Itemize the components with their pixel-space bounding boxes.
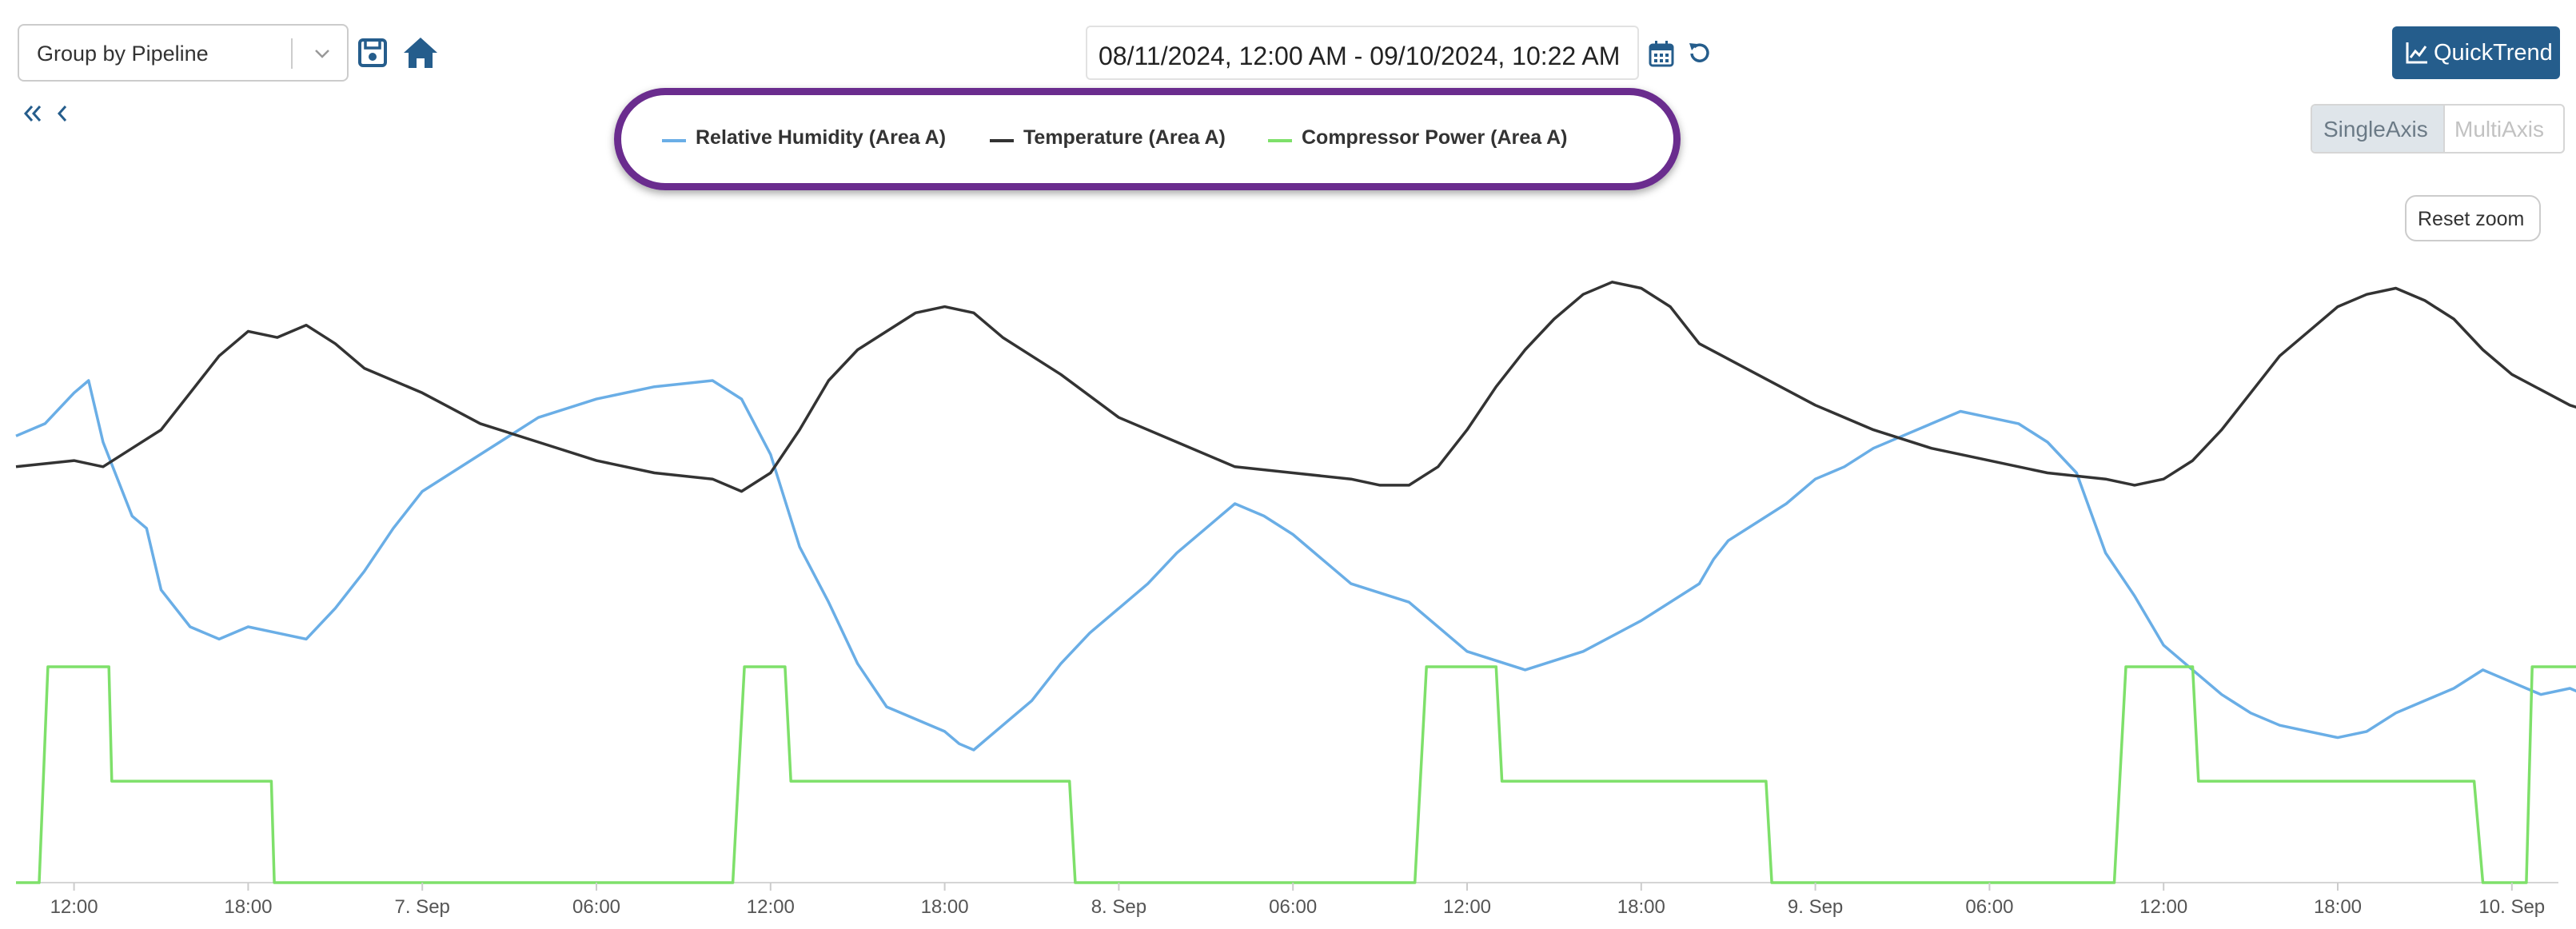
reset-zoom-button[interactable]: Reset zoom: [2405, 195, 2541, 241]
chevron-left-icon[interactable]: [56, 104, 69, 123]
date-range-input[interactable]: 08/11/2024, 12:00 AM - 09/10/2024, 10:22…: [1086, 26, 1639, 80]
single-axis-label: SingleAxis: [2323, 117, 2428, 142]
quicktrend-button[interactable]: QuickTrend: [2392, 26, 2560, 79]
double-chevron-left-icon[interactable]: [22, 104, 43, 123]
multi-axis-button[interactable]: MultiAxis: [2445, 106, 2563, 152]
x-axis-ticks: 12:00 18:00 7. Sep 06:00 12:00 18:00 8. Sep 06:…: [50, 883, 2545, 918]
home-icon[interactable]: [401, 35, 440, 70]
save-icon[interactable]: [357, 37, 389, 69]
legend-label-humidity: Relative Humidity (Area A): [696, 126, 947, 149]
x-tick-label: 06:00: [1965, 896, 2013, 918]
series-line-temperature-area-a[interactable]: [15, 281, 2576, 493]
x-tick-label: 18:00: [921, 896, 969, 918]
axis-mode-toggle: SingleAxis MultiAxis: [2311, 104, 2565, 154]
single-axis-button[interactable]: SingleAxis: [2312, 106, 2445, 152]
x-tick-label: 12:00: [50, 896, 98, 918]
x-tick-label: 06:00: [1269, 896, 1317, 918]
legend-swatch-compressor: [1268, 139, 1292, 142]
legend-swatch-temperature: [990, 139, 1014, 142]
x-tick-label: 18:00: [2314, 896, 2362, 918]
x-tick-label: 7. Sep: [395, 896, 450, 918]
select-separator: [291, 38, 293, 69]
legend-swatch-humidity: [662, 139, 686, 142]
x-tick-label: 12:00: [1443, 896, 1491, 918]
x-tick-label: 10. Sep: [2478, 896, 2545, 918]
legend-highlight-outline: [614, 88, 1681, 190]
reset-zoom-label: Reset zoom: [2418, 208, 2525, 230]
x-tick-label: 18:00: [224, 896, 272, 918]
series-line-compressor-power-area-a[interactable]: [16, 665, 2576, 884]
x-tick-label: 12:00: [747, 896, 795, 918]
quicktrend-label: QuickTrend: [2434, 40, 2553, 66]
group-by-select-value: Group by Pipeline: [37, 42, 209, 66]
x-tick-label: 06:00: [572, 896, 620, 918]
legend-label-compressor: Compressor Power (Area A): [1302, 126, 1568, 149]
series-line-relative-humidity-area-a[interactable]: [15, 379, 2576, 752]
group-by-select[interactable]: Group by Pipeline: [18, 24, 349, 82]
date-range-value: 08/11/2024, 12:00 AM - 09/10/2024, 10:22…: [1099, 42, 1621, 70]
multi-axis-label: MultiAxis: [2454, 117, 2545, 142]
chart-icon: [2406, 42, 2427, 64]
chevron-down-icon[interactable]: [312, 43, 333, 64]
x-tick-label: 18:00: [1617, 896, 1665, 918]
calendar-icon[interactable]: [1649, 40, 1674, 67]
x-tick-label: 12:00: [2139, 896, 2187, 918]
series-layer: [15, 281, 2576, 884]
x-tick-label: 9. Sep: [1788, 896, 1843, 918]
refresh-icon[interactable]: [1687, 40, 1713, 66]
x-tick-label: 8. Sep: [1091, 896, 1146, 918]
legend-label-temperature: Temperature (Area A): [1023, 126, 1226, 149]
